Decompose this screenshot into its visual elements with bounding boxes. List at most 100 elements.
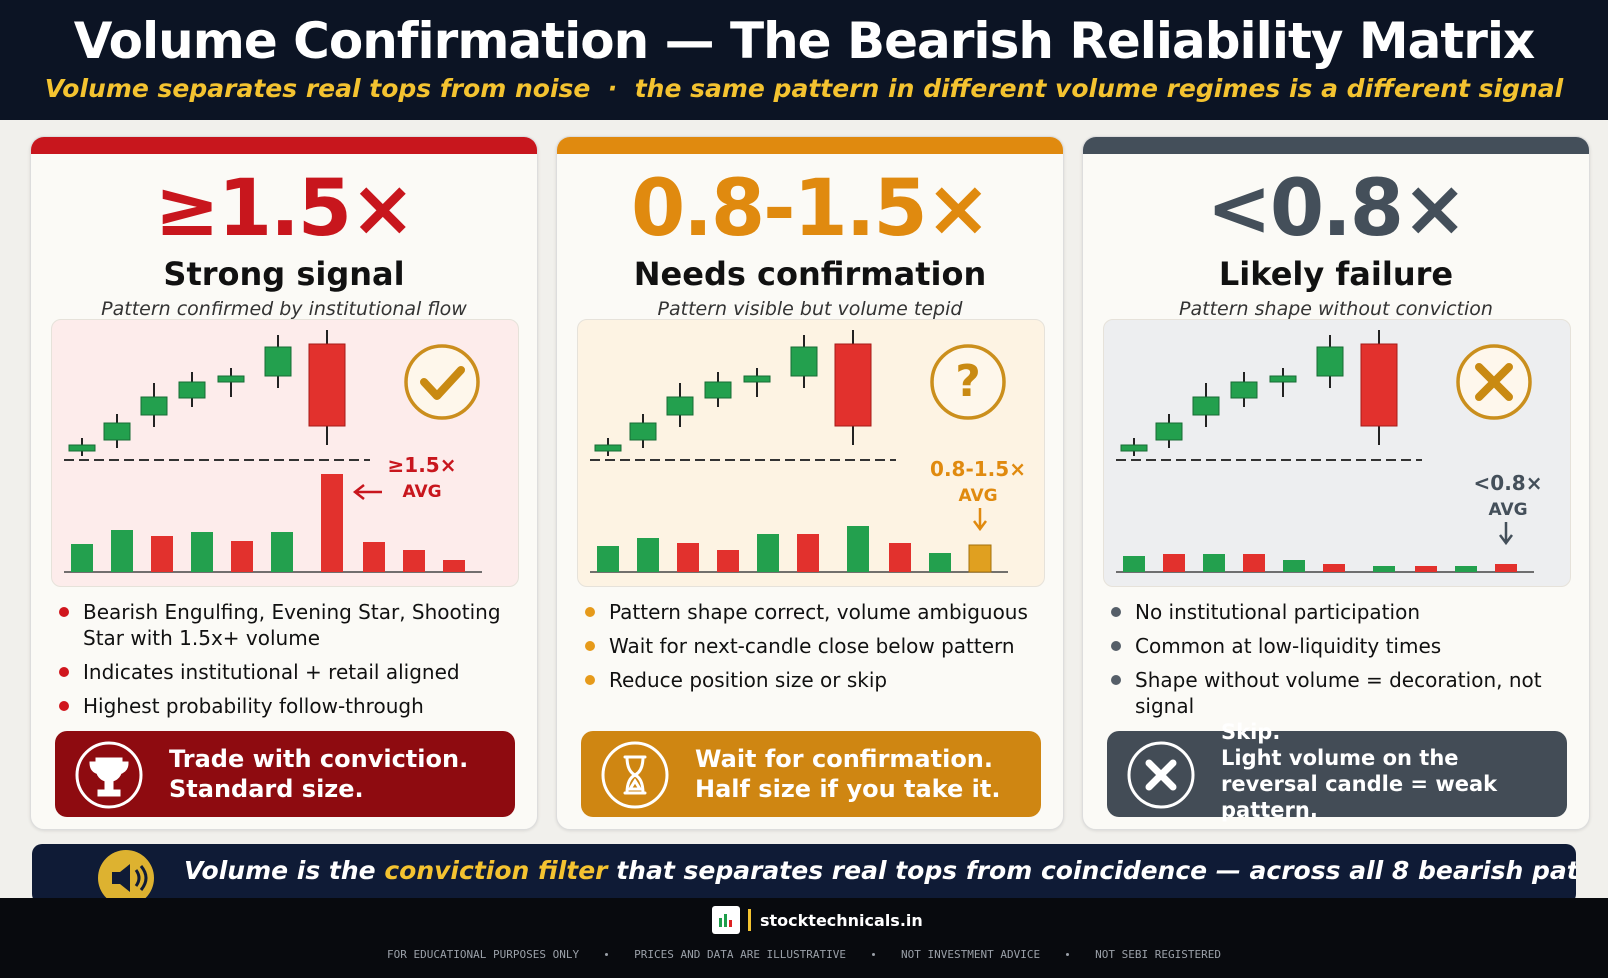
volume-bar	[231, 541, 253, 572]
banner: Volume is the conviction filter that sep…	[32, 844, 1576, 904]
candle-body	[704, 381, 732, 399]
ratio: ≥1.5×	[154, 164, 416, 254]
action-icon	[1127, 741, 1195, 809]
icon-glyph	[623, 755, 647, 795]
action-box: Trade with conviction. Standard size.	[55, 731, 515, 817]
action-box: Skip. Light volume on the reversal candle…	[1107, 720, 1567, 822]
caption: Pattern confirmed by institutional flow	[101, 298, 467, 320]
question-mark: ?	[955, 356, 981, 407]
separator-dot	[605, 953, 609, 956]
bullet-text: No institutional participation	[1135, 600, 1420, 624]
panel: <0.8× Likely failure Pattern shape without…	[1082, 136, 1590, 830]
icon-ring	[1127, 741, 1195, 809]
chart-illustration: ≥1.5× AVG	[64, 330, 482, 573]
bullet-text: Wait for next-candle close below pattern	[609, 634, 1015, 658]
bullet-dot	[59, 667, 69, 677]
separator-dot	[1066, 953, 1070, 956]
volume-bar	[597, 546, 619, 572]
volume-bar	[968, 544, 992, 573]
brand-name: stocktechnicals.in	[760, 910, 923, 930]
disclaimer: NOT SEBI REGISTERED	[1095, 948, 1221, 961]
chart-box: ≥1.5× AVG	[51, 319, 519, 587]
chart-label-avg: AVG	[1488, 500, 1527, 520]
volume-bar	[637, 538, 659, 572]
action-text: Trade with conviction. Standard size.	[169, 744, 501, 804]
candle-body	[1192, 396, 1220, 416]
action-icon	[601, 741, 669, 809]
heading: Likely failure	[1218, 255, 1454, 293]
panel: ≥1.5× Strong signal Pattern confirmed by i…	[30, 136, 538, 830]
disclaimer: NOT INVESTMENT ADVICE	[901, 948, 1041, 961]
candle-body	[217, 375, 245, 383]
chart-label-avg: AVG	[402, 482, 441, 502]
candle-body	[178, 381, 206, 399]
volume-bar	[797, 534, 819, 572]
caption: Pattern shape without conviction	[1179, 298, 1493, 320]
disclaimers: FOR EDUCATIONAL PURPOSES ONLY PRICES AND …	[0, 948, 1608, 961]
bullet-dot	[1111, 641, 1121, 651]
icon-ring	[601, 741, 669, 809]
volume-bar	[1123, 556, 1145, 572]
bullet-text: Highest probability follow-through	[83, 694, 424, 718]
candle-body	[1230, 381, 1258, 399]
brand-divider	[748, 909, 751, 931]
banner-highlight: conviction filter	[384, 856, 608, 885]
volume-bar	[443, 560, 465, 572]
candle-body	[140, 396, 168, 416]
volume-bar	[717, 550, 739, 572]
brand: stocktechnicals.in	[712, 906, 923, 934]
chart-label-ratio: <0.8×	[1474, 471, 1543, 495]
volume-bar	[1163, 554, 1185, 572]
candle-body	[1155, 422, 1183, 441]
disclaimer: FOR EDUCATIONAL PURPOSES ONLY	[387, 948, 580, 961]
candle-body	[1316, 346, 1344, 377]
bullet-text: Reduce position size or skip	[609, 668, 888, 692]
chart-label-avg: AVG	[958, 486, 997, 506]
bullet-text: Indicates institutional + retail aligned	[83, 660, 460, 684]
volume-bar	[1243, 554, 1265, 572]
volume-bar	[757, 534, 779, 572]
volume-bar	[1283, 560, 1305, 572]
candle-body	[743, 375, 771, 383]
label-arrow	[973, 508, 987, 532]
volume-bar	[111, 530, 133, 572]
bullet-item: Reduce position size or skip	[579, 667, 1039, 693]
chart-box: <0.8× AVG	[1103, 319, 1571, 587]
brand-logo	[712, 906, 740, 934]
bullet-list: Pattern shape correct, volume ambiguous W…	[579, 599, 1039, 701]
panel-top-bar	[1083, 137, 1589, 154]
panel-top-bar	[31, 137, 537, 154]
action-rest: Light volume on the reversal candle = we…	[1221, 745, 1498, 822]
candle-body	[264, 346, 292, 377]
volume-bar	[1415, 566, 1437, 572]
action-text: Skip. Light volume on the reversal candle…	[1221, 719, 1553, 823]
bullet-item: Pattern shape correct, volume ambiguous	[579, 599, 1039, 625]
bullet-dot	[585, 675, 595, 685]
candle-body	[103, 422, 131, 441]
volume-bar	[1203, 554, 1225, 572]
volume-bar	[271, 532, 293, 572]
chart-box: ? 0.8-1.5× AVG	[577, 319, 1045, 587]
bullet-item: No institutional participation	[1105, 599, 1565, 625]
check-mark	[420, 366, 465, 400]
bullet-item: Shape without volume = decoration, not s…	[1105, 667, 1565, 719]
bullet-dot	[585, 607, 595, 617]
chart-label-ratio: 0.8-1.5×	[930, 457, 1026, 481]
icon-ring	[75, 741, 143, 809]
candle-body	[594, 444, 622, 452]
action-rest: Half size if you take it.	[695, 775, 1001, 803]
banner-text: Volume is the conviction filter that sep…	[184, 856, 1576, 885]
icon-glyph	[1145, 759, 1177, 791]
volume-bar	[889, 543, 911, 572]
header: Volume Confirmation — The Bearish Reliab…	[0, 0, 1608, 120]
bullet-text: Pattern shape correct, volume ambiguous	[609, 600, 1028, 624]
action-icon	[75, 741, 143, 809]
volume-bar	[363, 542, 385, 572]
status-icon	[930, 344, 1006, 420]
disclaimer: PRICES AND DATA ARE ILLUSTRATIVE	[634, 948, 847, 961]
panel-top-bar	[557, 137, 1063, 154]
bullet-list: No institutional participation Common at …	[1105, 599, 1565, 727]
chart-illustration: ? 0.8-1.5× AVG	[590, 330, 1026, 573]
volume-bar	[151, 536, 173, 572]
